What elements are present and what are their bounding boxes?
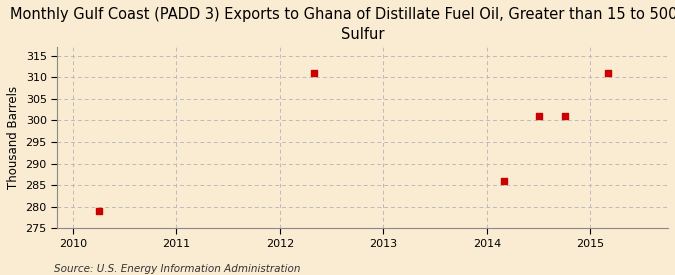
Point [308, 71, 319, 75]
Point [533, 114, 544, 118]
Point [603, 71, 614, 75]
Title: Monthly Gulf Coast (PADD 3) Exports to Ghana of Distillate Fuel Oil, Greater tha: Monthly Gulf Coast (PADD 3) Exports to G… [10, 7, 675, 42]
Point [93, 209, 104, 213]
Point [499, 179, 510, 183]
Y-axis label: Thousand Barrels: Thousand Barrels [7, 86, 20, 189]
Text: Source: U.S. Energy Information Administration: Source: U.S. Energy Information Administ… [54, 264, 300, 274]
Point [559, 114, 570, 118]
